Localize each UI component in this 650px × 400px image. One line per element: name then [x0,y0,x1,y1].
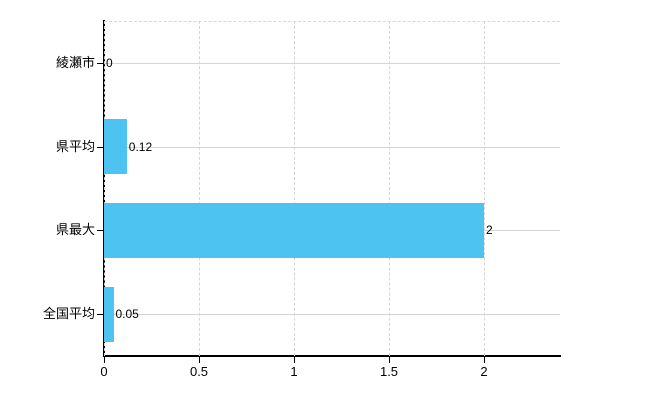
y-axis-category-label: 綾瀬市 [55,54,95,70]
x-axis-tick-label: 2 [480,364,488,379]
bar [104,286,114,342]
y-axis-tick [97,314,104,316]
bar [104,202,484,258]
bar-value-label: 0.12 [128,139,153,154]
x-axis-tick-label: 0.5 [189,364,209,379]
y-axis-category-label: 県最大 [55,222,95,238]
x-axis-tick [104,356,105,363]
gridline-vertical [199,21,200,356]
plot-area: 0 0.12 2 0.05 [104,21,560,356]
y-axis-tick [97,62,104,64]
y-axis-category-label: 県平均 [55,138,95,154]
y-axis-tick [97,230,104,232]
x-axis-tick [389,356,390,363]
gridline-vertical [104,21,105,356]
gridline-vertical [294,21,295,356]
bar-value-label: 0 [106,55,113,70]
plot-top-border [104,21,560,22]
x-axis-line [103,355,561,357]
x-axis-tick [294,356,295,363]
x-axis-tick-label: 1.5 [379,364,399,379]
gridline-vertical [484,21,485,356]
y-axis-tick [97,146,104,148]
x-axis-tick-label: 1 [290,364,298,379]
bar-value-label: 0.05 [115,307,139,322]
bar-value-label: 2 [486,223,493,238]
x-axis-tick [199,356,200,363]
gridline-vertical [389,21,390,356]
gridline-horizontal [104,314,560,316]
gridline-horizontal [104,62,560,64]
x-axis-tick [484,356,485,363]
x-axis-tick-label: 0 [100,364,108,379]
y-axis-category-label: 全国平均 [42,306,95,322]
bar [104,119,127,175]
gridline-horizontal [104,146,560,148]
